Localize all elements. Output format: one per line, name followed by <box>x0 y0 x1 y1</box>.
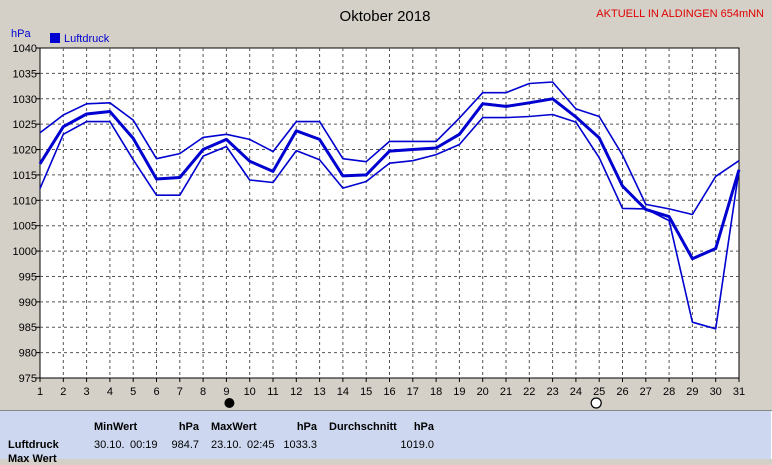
x-tick-label: 30 <box>710 386 722 398</box>
y-axis-ticks: 975 980 985 990 995 1000 1005 1010 1015 1020 1025 1… <box>13 43 40 385</box>
x-tick-label: 1 <box>37 386 43 398</box>
min-time: 00:19 <box>130 439 158 451</box>
max-date: 23.10. <box>211 439 242 451</box>
y-tick-label: 1040 <box>13 43 37 55</box>
x-tick-label: 11 <box>267 386 278 398</box>
x-tick-label: 6 <box>153 386 159 398</box>
y-tick-label: 1030 <box>13 94 37 106</box>
y-tick-label: 1025 <box>13 119 37 131</box>
y-tick-label: 1020 <box>13 145 37 157</box>
x-tick-label: 20 <box>477 386 489 398</box>
y-tick-label: 985 <box>19 322 37 334</box>
x-tick-label: 4 <box>107 386 113 398</box>
stats-min-cell: MinWert hPa 30.10. 00:19 984.7 <box>88 411 206 459</box>
y-tick-label: 990 <box>19 297 37 309</box>
stats-label-cell: Luftdruck Max Wert <box>0 411 89 465</box>
x-tick-label: 28 <box>663 386 675 398</box>
x-tick-label: 15 <box>360 386 372 398</box>
avg-value: 1019.0 <box>400 439 434 451</box>
x-tick-label: 27 <box>640 386 652 398</box>
legend-label: Luftdruck <box>64 33 110 45</box>
max-value: 1033.3 <box>283 439 317 451</box>
series-lines <box>38 81 741 330</box>
max-time: 02:45 <box>247 439 275 451</box>
y-tick-label: 1035 <box>13 68 37 80</box>
x-tick-label: 19 <box>453 386 465 398</box>
series-line-mean <box>38 97 741 261</box>
y-tick-label: 1000 <box>13 246 37 258</box>
x-tick-label: 8 <box>200 386 206 398</box>
series-line-max <box>39 81 740 216</box>
max-unit: hPa <box>296 421 317 433</box>
stats-next-row-label: Max Wert <box>8 453 57 465</box>
avg-header: Durchschnitt <box>329 421 397 433</box>
legend-swatch <box>50 33 60 43</box>
stats-max-cell: MaxWert hPa 23.10. 02:45 1033.3 <box>205 411 324 459</box>
y-tick-label: 995 <box>19 271 37 283</box>
max-header: MaxWert <box>211 421 257 433</box>
y-tick-label: 980 <box>19 348 37 360</box>
x-tick-label: 25 <box>593 386 605 398</box>
station-note: AKTUELL IN ALDINGEN 654mNN <box>596 8 764 20</box>
x-axis-ticks: 1 2 3 4 5 6 7 8 9 10 11 12 13 14 15 16 17 18 19 20 21 22 23 24 2… <box>37 378 745 398</box>
statistics-panel: Luftdruck Max Wert MinWert hPa 30.10. 00… <box>0 410 772 465</box>
x-tick-label: 23 <box>546 386 558 398</box>
y-tick-label: 1005 <box>13 221 37 233</box>
chart-title: Oktober 2018 <box>340 8 431 25</box>
x-tick-label: 2 <box>60 386 66 398</box>
y-tick-label: 975 <box>19 373 37 385</box>
x-tick-label: 10 <box>244 386 256 398</box>
y-axis-unit-label: hPa <box>11 28 31 40</box>
min-unit: hPa <box>178 421 199 433</box>
y-tick-label: 1010 <box>13 195 37 207</box>
x-tick-label: 9 <box>223 386 229 398</box>
x-tick-label: 21 <box>500 386 512 398</box>
x-tick-label: 24 <box>570 386 582 398</box>
x-tick-label: 17 <box>407 386 419 398</box>
x-tick-label: 5 <box>130 386 136 398</box>
stats-empty-cell <box>440 411 771 459</box>
x-tick-label: 13 <box>313 386 325 398</box>
moon-phases <box>224 397 602 409</box>
stats-row-label: Luftdruck <box>8 439 59 451</box>
x-tick-label: 16 <box>383 386 395 398</box>
y-tick-label: 1015 <box>13 170 37 182</box>
x-tick-label: 26 <box>616 386 628 398</box>
x-tick-label: 7 <box>177 386 183 398</box>
series-line-min <box>39 113 740 330</box>
avg-unit: hPa <box>413 421 434 433</box>
x-tick-label: 14 <box>337 386 349 398</box>
new-moon-icon <box>224 398 235 408</box>
full-moon-icon <box>590 397 602 409</box>
x-tick-label: 22 <box>523 386 535 398</box>
x-tick-label: 18 <box>430 386 442 398</box>
grid <box>40 48 739 378</box>
min-value: 984.7 <box>171 439 199 451</box>
x-tick-label: 12 <box>290 386 302 398</box>
x-tick-label: 3 <box>84 386 90 398</box>
x-tick-label: 29 <box>686 386 698 398</box>
min-date: 30.10. <box>94 439 125 451</box>
min-header: MinWert <box>94 421 138 433</box>
stats-avg-cell: Durchschnitt hPa 1019.0 <box>323 411 441 459</box>
pressure-chart: 9759809859909951000100510101015102010251… <box>11 8 764 409</box>
x-tick-label: 31 <box>733 386 745 398</box>
